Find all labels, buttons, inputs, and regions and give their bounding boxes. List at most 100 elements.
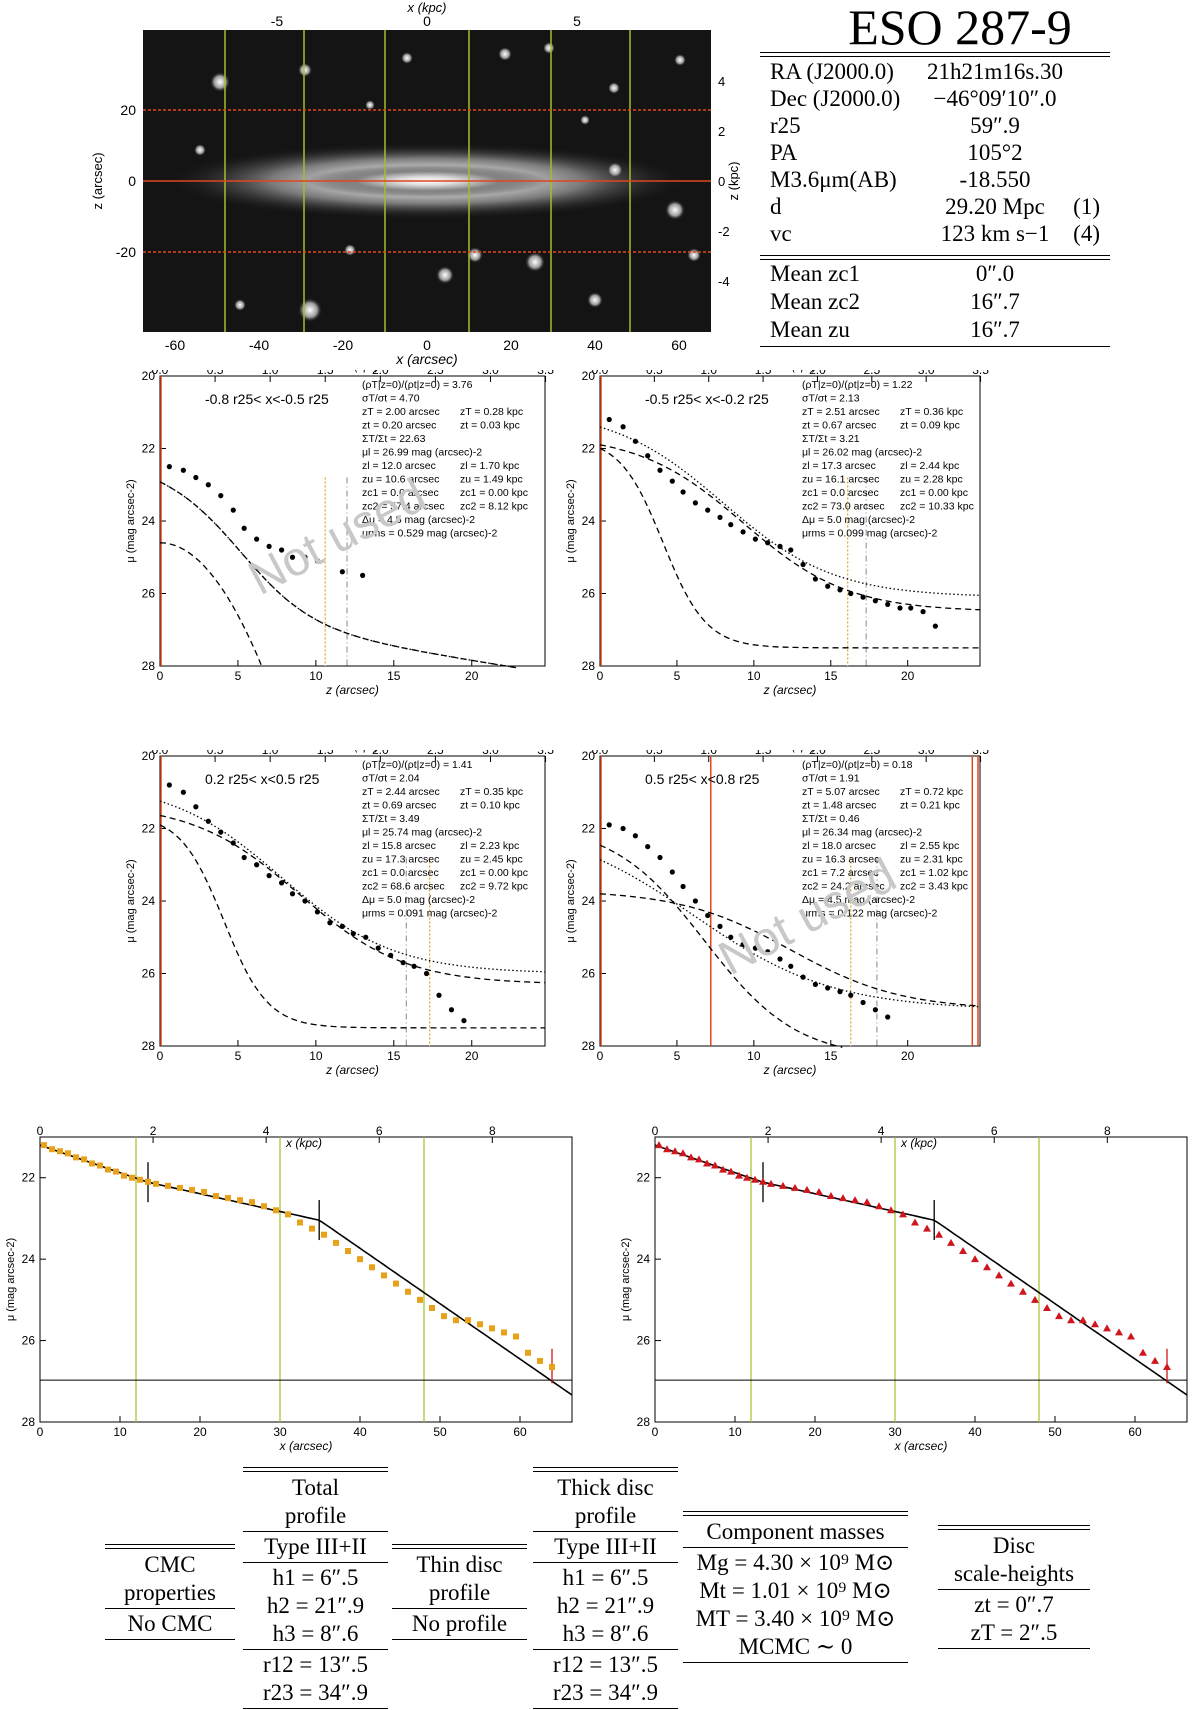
data-point xyxy=(983,1263,991,1271)
x-top-tick-label: 4 xyxy=(263,1125,270,1138)
data-point xyxy=(461,1018,467,1024)
y-tick-label: 24 xyxy=(637,1252,651,1266)
data-point xyxy=(400,960,406,966)
table-cell: r12 = 13″.5 xyxy=(553,1652,658,1677)
x-tick-label: 10 xyxy=(309,669,323,683)
total-fit xyxy=(159,481,517,669)
y-axis-label: μ (mag arcsec-2) xyxy=(125,479,137,562)
fit-stat: Δμ = 5.0 mag (arcsec)-2 xyxy=(362,894,475,906)
x-top-tick-label: 0 xyxy=(652,1125,659,1138)
x-top-tick-label: 2.5 xyxy=(863,370,880,377)
plot-frame xyxy=(654,1136,1188,1423)
data-point xyxy=(727,1167,735,1175)
x-top-tick-label: 3.0 xyxy=(482,750,499,757)
y-tick-label: 24 xyxy=(582,894,596,908)
fit-stat-kpc: zc1 = 0.00 kpc xyxy=(460,867,528,879)
data-point xyxy=(932,623,938,629)
table-cell: Disc xyxy=(992,1533,1036,1558)
image-ytick: -20 xyxy=(116,244,136,260)
data-point xyxy=(860,594,866,600)
data-point xyxy=(719,1165,727,1173)
data-point xyxy=(230,840,236,846)
x-top-tick-label: 3.5 xyxy=(972,370,989,377)
data-point xyxy=(501,1329,507,1336)
fit-stat-kpc: zc1 = 1.02 kpc xyxy=(900,867,968,879)
fit-stat: zc2 = 57.4 arcsec xyxy=(362,501,445,513)
data-point xyxy=(885,1014,891,1020)
data-point xyxy=(687,1153,695,1161)
y-tick-label: 28 xyxy=(142,659,156,673)
data-point xyxy=(947,1238,955,1246)
x-top-tick-label: 0.0 xyxy=(592,750,609,757)
x-tick-label: 0 xyxy=(597,669,604,683)
x-tick-label: 10 xyxy=(747,669,761,683)
table-cell: Mg = 4.30 × 10⁹ M⊙ xyxy=(696,1550,895,1575)
data-point xyxy=(145,1178,151,1185)
fit-stat: σT/σt = 2.13 xyxy=(802,393,860,405)
broken-exponential-fit xyxy=(39,1144,573,1396)
data-point xyxy=(278,547,285,553)
data-point xyxy=(679,1149,687,1157)
data-point xyxy=(669,869,675,875)
data-point xyxy=(405,1288,411,1295)
star xyxy=(607,162,623,178)
image-ytick-right: 0 xyxy=(718,174,725,189)
star xyxy=(344,244,356,256)
fit-stat-kpc: zT = 0.28 kpc xyxy=(460,406,523,418)
x-top-tick-label: 1.0 xyxy=(262,370,279,377)
table-cell: r12 = 13″.5 xyxy=(263,1652,368,1677)
data-point xyxy=(645,453,651,459)
fit-stat: zt = 0.20 arcsec xyxy=(362,420,436,432)
star xyxy=(365,100,375,110)
data-point xyxy=(825,583,831,589)
star xyxy=(194,144,206,156)
data-point xyxy=(177,1184,183,1191)
data-point xyxy=(166,782,172,788)
table-cell: h3 = 8″.6 xyxy=(272,1621,359,1646)
table-cell: Component masses xyxy=(706,1519,885,1544)
fit-stat: (ρT|z=0)/(ρt|z=0) = 0.18 xyxy=(802,759,913,771)
fit-stat: zl = 18.0 arcsec xyxy=(802,840,876,852)
data-point xyxy=(632,833,638,839)
data-point xyxy=(863,1198,871,1206)
data-point xyxy=(218,829,224,835)
data-point xyxy=(1043,1304,1051,1311)
fit-stat-kpc: zc1 = 0.00 kpc xyxy=(900,487,968,499)
fit-stat: σT/σt = 4.70 xyxy=(362,393,420,405)
data-point xyxy=(692,898,698,904)
image-ytick: 0 xyxy=(128,173,136,189)
data-point xyxy=(740,529,746,535)
table-rule xyxy=(243,1562,388,1563)
mean-value: 0″.0 xyxy=(975,261,1015,286)
info-row: r25 59″.9 xyxy=(770,112,1100,140)
table-cell: profile xyxy=(284,1503,347,1528)
x-tick-label: 0 xyxy=(157,1049,164,1063)
data-point xyxy=(657,467,663,473)
x-top-tick-label: 0.0 xyxy=(152,370,169,377)
table-rule xyxy=(683,1511,908,1516)
data-point xyxy=(1079,1316,1087,1324)
image-ylabel: z (arcsec) xyxy=(90,152,105,209)
vertical-profile-panel-2: 0 5 10 15 200.0 0.5 1.0 1.5 2.0 2.5 3.0 3.520222426… xyxy=(565,370,989,697)
data-point xyxy=(803,1185,811,1193)
table-rule xyxy=(243,1649,388,1650)
galaxy-image-panel: -60 -40 -20 0 20 40 60 -5 0 5 200-20 420-2-4 x (… xyxy=(90,0,740,367)
data-point xyxy=(417,1296,423,1303)
data-point xyxy=(885,601,891,607)
info-value: −46°09′10″.0 xyxy=(933,86,1057,111)
bin-range-label: 0.5 r25< x<0.8 r25 xyxy=(645,771,760,787)
x-top-tick-label: 2 xyxy=(765,1125,772,1138)
y-tick-label: 20 xyxy=(142,750,156,763)
data-point xyxy=(1019,1287,1027,1295)
fit-stat-kpc: zl = 2.55 kpc xyxy=(900,840,959,852)
image-ytick-right: 2 xyxy=(718,124,725,139)
table-cell: zT = 2″.5 xyxy=(970,1620,1058,1645)
mean-label: Mean zu xyxy=(770,317,850,342)
star xyxy=(543,42,555,54)
x-tick-label: 0 xyxy=(652,1425,659,1439)
x-top-tick-label: 2.5 xyxy=(863,750,880,757)
fit-stat-kpc: zl = 2.44 kpc xyxy=(900,460,959,472)
data-point xyxy=(49,1146,55,1153)
table-cell: MT = 3.40 × 10⁹ M⊙ xyxy=(695,1606,896,1631)
data-point xyxy=(153,1180,159,1187)
